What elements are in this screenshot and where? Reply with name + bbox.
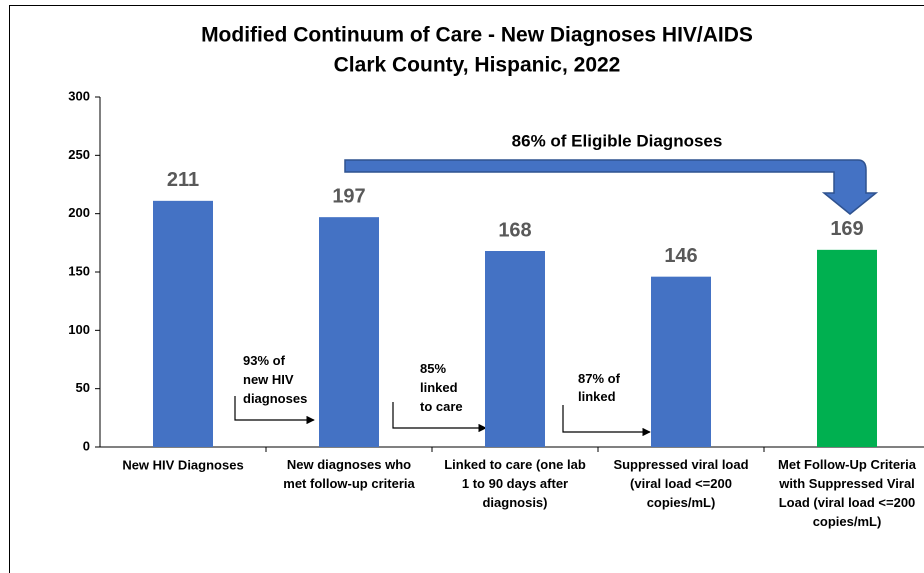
y-tick-label: 150: [68, 263, 90, 278]
flow-arrow: [562, 405, 651, 437]
y-tick-label: 50: [76, 380, 90, 395]
x-tick-label: Suppressed viral load (viral load <=200 co…: [613, 457, 748, 510]
bar: [651, 276, 711, 447]
x-tick-label: Linked to care (one lab 1 to 90 days afte…: [444, 457, 586, 510]
chart-subtitle: Clark County, Hispanic, 2022: [334, 54, 621, 77]
y-tick-label: 300: [68, 88, 90, 103]
bar: [153, 200, 213, 447]
y-tick-label: 100: [68, 322, 90, 337]
x-tick-label: New HIV Diagnoses: [122, 457, 243, 472]
bar: [319, 217, 379, 447]
eligible-arrow: [344, 159, 879, 215]
value-label: 168: [498, 219, 531, 241]
bar: [485, 251, 545, 447]
flow-arrow: [234, 396, 315, 425]
x-tick-label: New diagnoses who met follow-up criteria: [283, 457, 415, 491]
y-tick-label: 0: [83, 438, 90, 453]
flow-arrow: [392, 402, 487, 433]
value-label: 146: [664, 245, 697, 267]
value-label: 169: [830, 218, 863, 240]
value-label: 211: [167, 169, 199, 191]
annotation: 85% linked to care: [420, 361, 463, 414]
annotation: 87% of linked: [578, 371, 621, 404]
y-tick-label: 200: [68, 205, 90, 220]
chart-title: Modified Continuum of Care - New Diagnos…: [201, 24, 753, 47]
x-tick-label: Met Follow-Up Criteria with Suppressed Vi…: [778, 457, 917, 529]
value-label: 197: [332, 185, 365, 207]
y-tick-label: 250: [68, 147, 90, 162]
annotation: 93% of new HIV diagnoses: [243, 353, 307, 406]
bar: [817, 249, 877, 447]
annotation: 86% of Eligible Diagnoses: [512, 131, 723, 150]
